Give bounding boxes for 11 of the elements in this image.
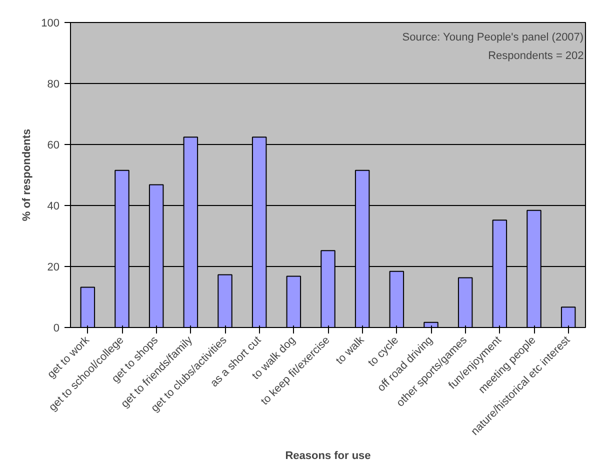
y-axis-title: % of respondents [21,128,34,222]
y-tick-label: 60 [47,140,60,152]
x-axis-title: Reasons for use [285,450,371,462]
annotation: Source: Young People's panel (2007) [402,32,584,44]
x-tick-label: to walk [334,334,367,367]
y-tick-label: 80 [47,78,60,90]
y-tick-label: 20 [47,262,60,274]
annotation: Respondents = 202 [488,50,584,62]
y-tick-label: 40 [47,200,60,212]
y-tick-label: 0 [53,322,60,334]
y-tick-label: 100 [41,18,60,30]
